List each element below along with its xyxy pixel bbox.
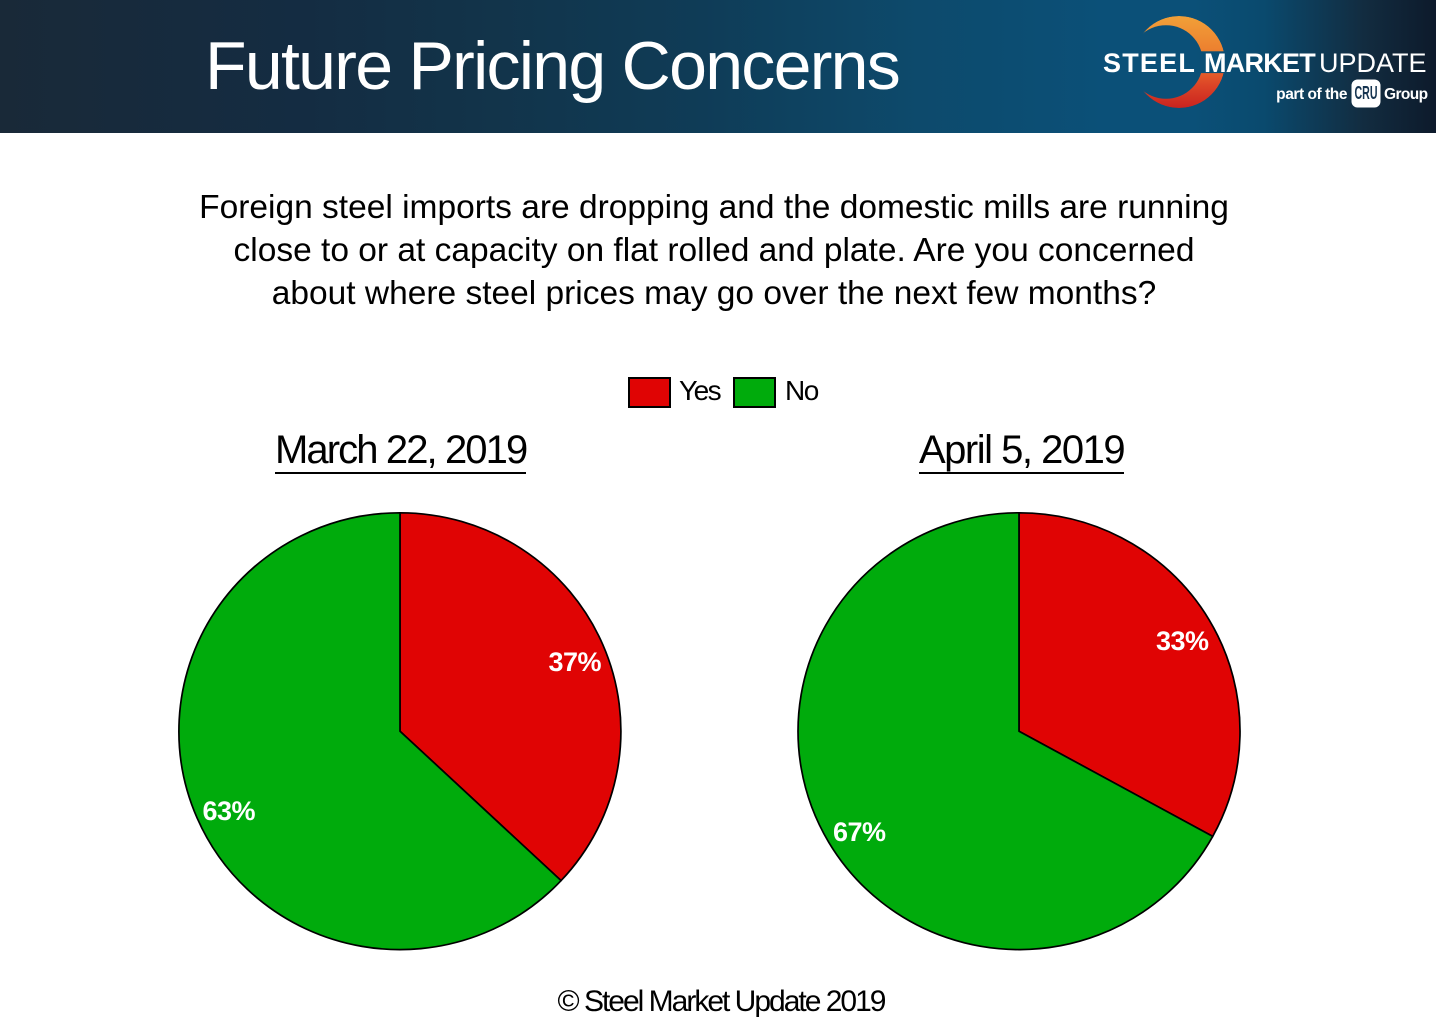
svg-text:Group: Group <box>1384 86 1428 103</box>
svg-text:CRU: CRU <box>1355 83 1378 103</box>
svg-text:MARKET: MARKET <box>1204 48 1316 78</box>
svg-text:part of the: part of the <box>1276 86 1348 103</box>
svg-text:UPDATE: UPDATE <box>1319 48 1427 78</box>
svg-text:STEEL: STEEL <box>1103 48 1196 78</box>
